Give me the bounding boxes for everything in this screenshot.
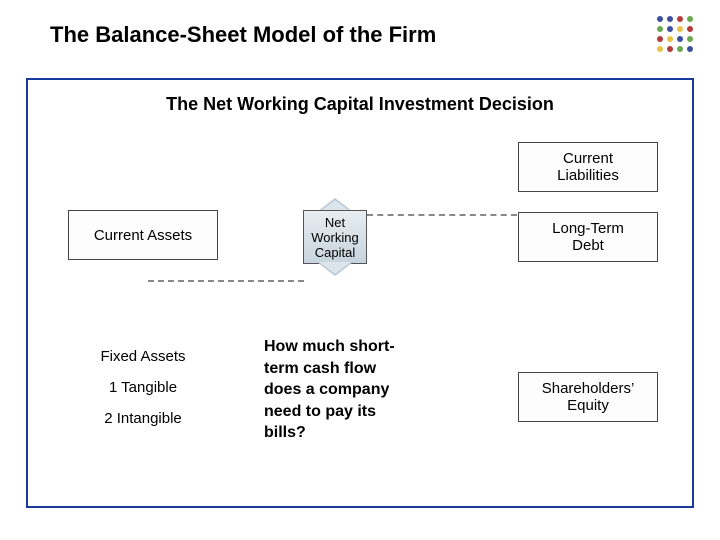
- label: Liabilities: [557, 167, 619, 184]
- label: Debt: [572, 237, 604, 254]
- dashed-connector: [367, 214, 517, 216]
- question-line: bills?: [264, 422, 464, 444]
- box-shareholders-equity: Shareholders’ Equity: [518, 372, 658, 422]
- label: Long-Term: [552, 220, 624, 237]
- decorative-dot: [687, 26, 693, 32]
- question-line: need to pay its: [264, 401, 464, 423]
- dashed-connector: [148, 280, 304, 282]
- decorative-dot: [687, 16, 693, 22]
- slide-title: The Balance-Sheet Model of the Firm: [50, 22, 436, 48]
- fixed-assets-line2: 2 Intangible: [68, 410, 218, 427]
- question-line: does a company: [264, 379, 464, 401]
- decorative-dot: [677, 16, 683, 22]
- decorative-dot: [687, 36, 693, 42]
- label: Net: [325, 215, 345, 230]
- decorative-dot: [677, 36, 683, 42]
- decorative-dot: [677, 26, 683, 32]
- question-text: How much short- term cash flow does a co…: [264, 336, 464, 444]
- decorative-dot: [677, 46, 683, 52]
- decorative-dot: [657, 46, 663, 52]
- question-line: How much short-: [264, 336, 464, 358]
- decorative-dot: [657, 36, 663, 42]
- decorative-dot: [667, 36, 673, 42]
- subtitle: The Net Working Capital Investment Decis…: [28, 94, 692, 115]
- fixed-assets-line1: 1 Tangible: [68, 379, 218, 396]
- decorative-dot: [687, 46, 693, 52]
- box-current-liabilities: Current Liabilities: [518, 142, 658, 192]
- label: Working: [311, 230, 358, 245]
- box-long-term-debt: Long-Term Debt: [518, 212, 658, 262]
- decorative-dot-grid: [657, 16, 694, 53]
- label: Shareholders’: [542, 380, 635, 397]
- decorative-dot: [657, 16, 663, 22]
- label: Equity: [567, 397, 609, 414]
- fixed-assets-group: Fixed Assets 1 Tangible 2 Intangible: [68, 342, 218, 433]
- decorative-dot: [667, 16, 673, 22]
- fixed-assets-title: Fixed Assets: [68, 348, 218, 365]
- main-frame: The Net Working Capital Investment Decis…: [26, 78, 694, 508]
- box-net-working-capital: Net Working Capital: [303, 210, 367, 264]
- label: Capital: [315, 245, 355, 260]
- decorative-dot: [667, 46, 673, 52]
- label: Current: [563, 150, 613, 167]
- box-current-assets: Current Assets: [68, 210, 218, 260]
- label: Current Assets: [94, 227, 192, 244]
- decorative-dot: [657, 26, 663, 32]
- nwc-arrow-down-icon: [317, 262, 353, 276]
- question-line: term cash flow: [264, 358, 464, 380]
- decorative-dot: [667, 26, 673, 32]
